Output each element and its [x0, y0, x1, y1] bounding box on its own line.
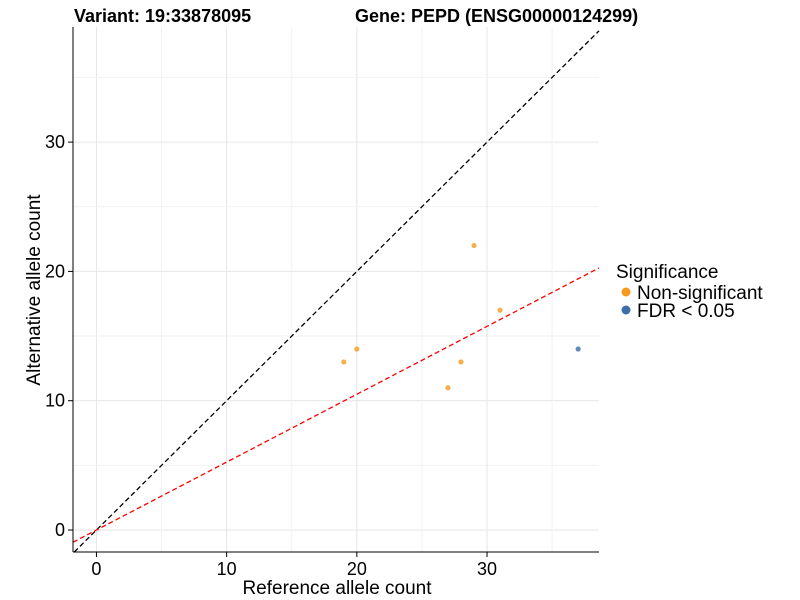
data-point — [341, 359, 347, 365]
legend-title: Significance — [616, 262, 718, 283]
data-point — [354, 346, 360, 352]
x-axis-title: Reference allele count — [242, 578, 432, 599]
reference-lines — [72, 30, 600, 553]
x-tick-label: 10 — [217, 559, 237, 579]
legend-label-non-significant: Non-significant — [637, 283, 763, 304]
chart-title-gene: Gene: PEPD (ENSG00000124299) — [355, 6, 638, 26]
reference-line-0 — [73, 30, 600, 553]
data-points — [341, 242, 581, 391]
axes: 0 10 20 30 0 10 20 30 — [45, 27, 599, 579]
data-point — [445, 385, 451, 391]
x-tick-label: 0 — [91, 559, 101, 579]
data-point — [458, 359, 464, 365]
data-point — [575, 346, 581, 352]
x-tick-label: 30 — [477, 559, 497, 579]
y-axis-title: Alternative allele count — [24, 194, 45, 386]
chart-title-variant: Variant: 19:33878095 — [74, 6, 251, 26]
reference-line-1 — [72, 267, 600, 543]
data-point — [497, 307, 503, 313]
y-tick-label: 20 — [45, 261, 65, 281]
legend-marker-fdr — [621, 305, 631, 315]
x-tick-label: 20 — [347, 559, 367, 579]
grid — [73, 27, 599, 552]
legend-label-fdr: FDR < 0.05 — [637, 301, 735, 322]
legend: Significance Non-significant FDR < 0.05 — [616, 262, 763, 322]
y-tick-label: 0 — [55, 520, 65, 540]
y-tick-label: 10 — [45, 391, 65, 411]
legend-marker-non-significant — [621, 287, 631, 297]
y-tick-label: 30 — [45, 132, 65, 152]
data-point — [471, 242, 477, 249]
